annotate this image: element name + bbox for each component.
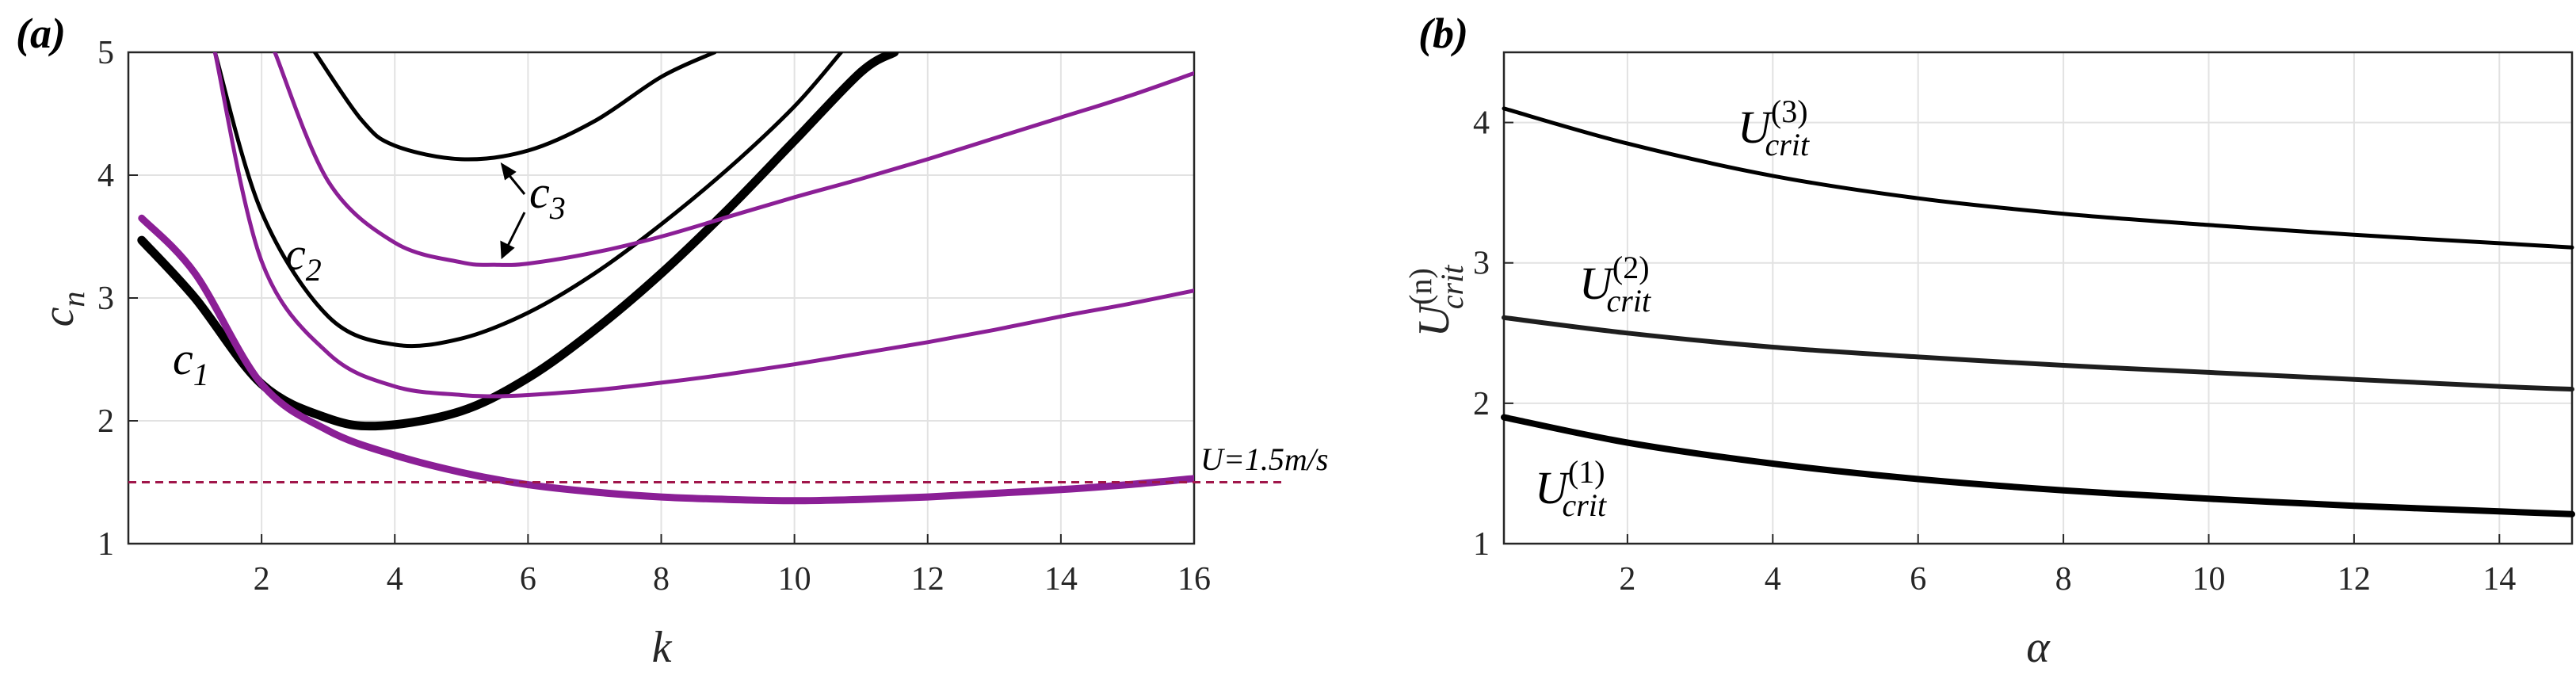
x-tick-label: 8 (653, 561, 670, 598)
series-line-1 (1501, 414, 2575, 518)
series-a (137, 52, 1194, 505)
y-tick-label: 5 (97, 35, 114, 71)
label-c1-base: c (173, 333, 193, 384)
x-axis-label-b: α (2026, 623, 2051, 672)
x-tick-label: 2 (254, 561, 270, 598)
x-axis-label-a: k (652, 623, 673, 672)
label-ucrit-1-sub: crit (1563, 487, 1607, 523)
y-tick-label: 1 (97, 526, 114, 563)
series-line-4 (212, 52, 1194, 399)
y-axis-label-b-base: U (1410, 302, 1459, 337)
grid-b (1504, 52, 2572, 544)
series-line-2 (1502, 315, 2574, 392)
y-axis-label-a: cn (34, 292, 91, 327)
label-c1-sub: 1 (193, 357, 209, 392)
label-ucrit-3-sub: crit (1765, 127, 1810, 162)
label-c3-sub: 3 (549, 190, 566, 226)
arrow-to-c3-purple (506, 212, 526, 248)
y-tick-label: 4 (97, 158, 114, 194)
y-tick-label: 1 (1473, 526, 1490, 563)
x-tick-label: 6 (520, 561, 536, 598)
label-ucrit-2: U(2) crit (1579, 250, 1651, 319)
x-tick-label: 12 (911, 561, 945, 598)
x-tick-label: 10 (778, 561, 811, 598)
label-ucrit-2-sup: (2) (1612, 250, 1650, 285)
y-tick-label: 3 (1473, 246, 1490, 282)
x-tick-label: 10 (2192, 561, 2225, 598)
y-tick-label: 3 (97, 281, 114, 317)
label-c2-sub: 2 (306, 252, 322, 288)
x-tick-label: 12 (2337, 561, 2371, 598)
label-ucrit-1-base: U (1535, 462, 1571, 514)
arrowhead-c3-black (500, 162, 517, 181)
label-ucrit-2-sub: crit (1607, 283, 1651, 319)
arrowhead-c3-purple (500, 240, 515, 260)
y-axis-label-b-sub: crit (1434, 265, 1470, 309)
y-tick-label: 2 (1473, 386, 1490, 422)
panel-label-a: (a) (16, 10, 66, 57)
label-ucrit-3-base: U (1738, 101, 1774, 153)
c3-arrows (500, 162, 526, 260)
y-tick-label: 2 (97, 403, 114, 440)
series-line-3 (1502, 106, 2574, 250)
label-c1: c1 (173, 333, 209, 392)
x-tick-label: 16 (1177, 561, 1211, 598)
series-line-3 (212, 52, 843, 349)
label-c2: c2 (285, 228, 322, 288)
y-axis-label-sub: n (55, 292, 91, 307)
series-line-6 (273, 52, 1194, 267)
x-tick-label: 14 (1044, 561, 1078, 598)
label-ucrit-2-base: U (1579, 258, 1616, 309)
y-axis-label-b-sup: (n) (1402, 268, 1438, 305)
label-ucrit-3: U(3) crit (1738, 94, 1810, 162)
y-axis-label-b: U(n)crit (1402, 265, 1470, 338)
reference-line-label: U=1.5m/s (1200, 441, 1328, 477)
x-tick-label: 8 (2055, 561, 2072, 598)
series-line-2 (138, 214, 1194, 505)
x-tick-label: 14 (2483, 561, 2516, 598)
x-tick-label: 6 (1910, 561, 1926, 598)
x-tick-label: 2 (1619, 561, 1635, 598)
label-c2-base: c (285, 228, 306, 280)
y-axis-label-base: c (34, 307, 83, 327)
panel-label-b: (b) (1418, 10, 1468, 57)
y-tick-label: 4 (1473, 105, 1490, 142)
x-tick-label: 4 (387, 561, 403, 598)
axes-frame-b (1502, 51, 2574, 545)
series-line-5 (312, 52, 717, 162)
label-ucrit-1: U(1) crit (1535, 454, 1607, 523)
series-b (1501, 106, 2575, 518)
label-c3: c3 (529, 166, 566, 226)
svg-text:U(n)crit: U(n)crit (1402, 265, 1470, 338)
svg-text:cn: cn (34, 292, 91, 327)
x-tick-label: 4 (1765, 561, 1781, 598)
label-ucrit-1-sup: (1) (1568, 454, 1605, 490)
label-c3-base: c (529, 166, 550, 218)
label-ucrit-3-sup: (3) (1771, 94, 1808, 129)
